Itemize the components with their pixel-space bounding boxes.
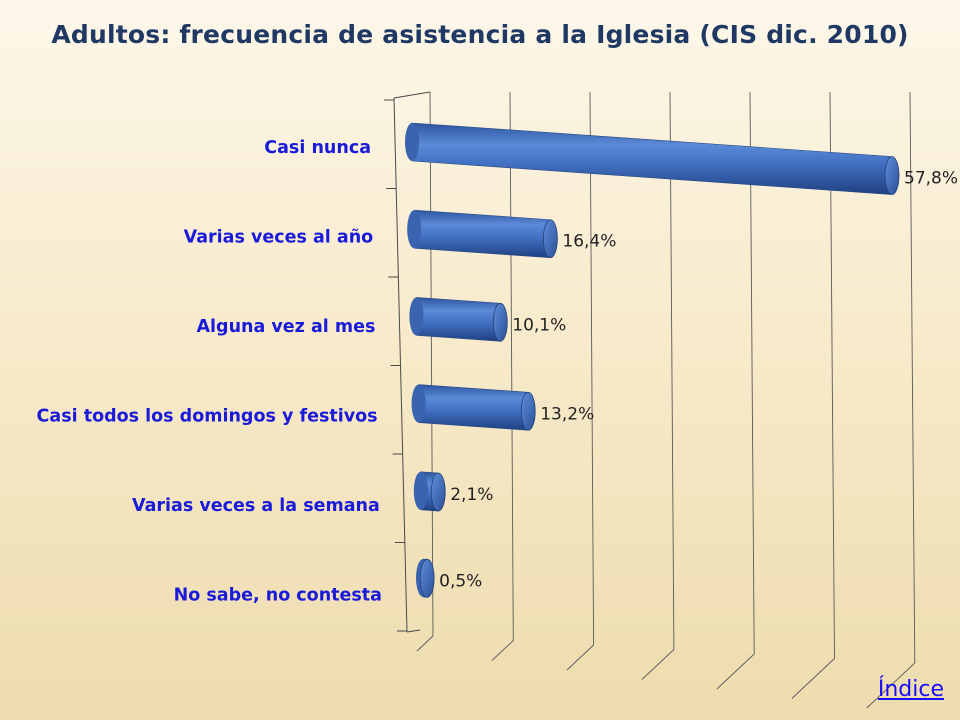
data-label: 16,4% <box>562 232 616 252</box>
bar-cap <box>884 156 900 196</box>
gridline <box>909 91 916 664</box>
data-label: 57,8% <box>904 169 958 189</box>
data-label: 10,1% <box>512 315 566 335</box>
axis-top-edge <box>393 91 431 99</box>
bar <box>411 122 893 195</box>
bar <box>413 209 551 259</box>
bar-end-cap <box>413 471 428 510</box>
axis <box>384 91 431 633</box>
bar-cap <box>492 302 508 342</box>
bar-end-cap <box>411 384 426 423</box>
gridline <box>509 91 514 641</box>
data-label: 0,5% <box>439 571 482 591</box>
category-label: Alguna vez al mes <box>197 317 376 337</box>
gridline <box>589 91 595 646</box>
axis-bottom-edge <box>406 629 421 633</box>
category-label: Casi todos los domingos y festivos <box>37 407 378 427</box>
floor-line <box>641 649 675 680</box>
gridline <box>429 91 434 637</box>
bar <box>418 384 529 431</box>
labels: 57,8% Casi nunca 16,4% Varias veces al año 1… <box>37 138 958 606</box>
bar-end-cap <box>407 210 422 249</box>
floor-line <box>716 653 755 690</box>
bar-cap <box>430 472 446 512</box>
bar-end-cap <box>405 123 419 161</box>
gridline <box>749 91 755 655</box>
bars <box>405 122 900 598</box>
category-label: Varias veces a la semana <box>132 496 380 516</box>
gridline <box>669 91 675 650</box>
category-label: Varias veces al año <box>184 228 374 248</box>
floor-line <box>566 644 594 671</box>
bar-cap <box>419 558 435 598</box>
chart-title: Adultos: frecuencia de asistencia a la I… <box>51 20 909 49</box>
category-label: No sabe, no contesta <box>174 586 382 606</box>
bar-cap <box>520 391 536 431</box>
category-label: Casi nunca <box>264 138 371 158</box>
index-link[interactable]: Índice <box>877 677 944 702</box>
bar-cap <box>542 219 558 259</box>
bar-end-cap <box>409 297 424 336</box>
data-label: 13,2% <box>540 404 594 424</box>
floor-line <box>866 662 916 709</box>
data-label: 2,1% <box>450 485 493 505</box>
bar <box>416 297 501 342</box>
floor-line <box>491 640 514 661</box>
floor-line <box>791 658 835 699</box>
floor-line <box>416 635 434 652</box>
